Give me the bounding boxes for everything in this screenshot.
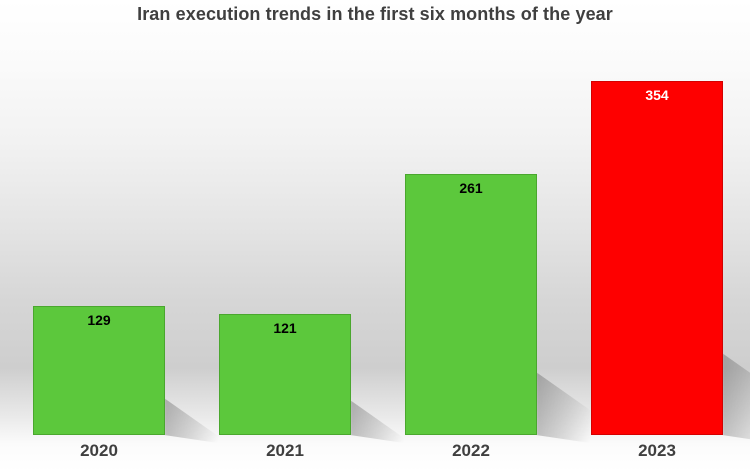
x-axis-label-2021: 2021 xyxy=(266,441,304,460)
bar-shadow xyxy=(722,353,750,443)
bar-value-label: 129 xyxy=(87,312,111,328)
x-axis-label-2023: 2023 xyxy=(638,441,676,460)
chart-title: Iran execution trends in the first six m… xyxy=(137,4,613,24)
bar-2023: 354 xyxy=(591,81,723,435)
bar-value-label: 121 xyxy=(273,320,297,336)
bar-group: 261 2022 xyxy=(405,0,590,472)
bar-group: 354 2023 xyxy=(591,0,750,472)
x-axis-label-2020: 2020 xyxy=(80,441,118,460)
bar-value-label: 354 xyxy=(645,87,669,103)
bar-shadow xyxy=(164,398,218,443)
bar-2022: 261 xyxy=(405,174,537,435)
x-axis-label-2022: 2022 xyxy=(452,441,490,460)
bar-2020: 129 xyxy=(33,306,165,435)
bar-2021: 121 xyxy=(219,314,351,435)
bar-group: 121 2021 xyxy=(219,0,404,472)
bar-shadow xyxy=(350,400,404,443)
bar-shadow xyxy=(536,372,590,443)
bar-group: 129 2020 xyxy=(33,0,218,472)
bar-value-label: 261 xyxy=(459,180,483,196)
